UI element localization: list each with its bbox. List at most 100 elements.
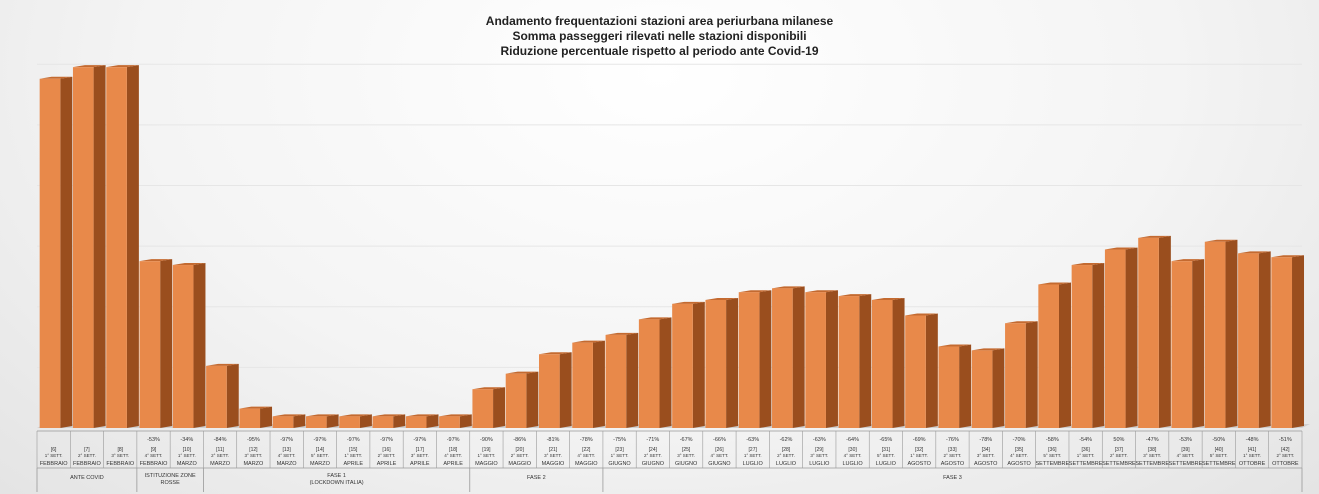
tick-label-pct: -48% — [1246, 437, 1259, 443]
tick-label-sett: 3° SETT. — [411, 453, 429, 458]
tick-label-month: LUGLIO — [876, 461, 897, 467]
tick-label-month: SETTEMBRE — [1102, 461, 1136, 467]
tick-label-month: SETTEMBRE — [1135, 461, 1169, 467]
bar-side — [459, 414, 472, 428]
tick-label-month: AGOSTO — [1007, 461, 1031, 467]
tick-label-sett: 3° SETT. — [544, 453, 562, 458]
tick-label-sett: 1° SETT. — [178, 453, 196, 458]
tick-label-month: AGOSTO — [974, 461, 998, 467]
tick-label-week: [27] — [749, 447, 758, 453]
phase-label: ISTITUZIONE ZONE — [145, 473, 196, 479]
tick-label-month: LUGLIO — [743, 461, 764, 467]
tick-label-sett: 4° SETT. — [1177, 453, 1195, 458]
tick-label-week: [30] — [848, 447, 857, 453]
bar-side — [559, 352, 572, 428]
tick-label-week: [36] — [1081, 447, 1090, 453]
bar — [738, 292, 760, 428]
bar — [938, 346, 960, 428]
tick-label-pct: -63% — [813, 437, 826, 443]
bar — [705, 299, 727, 428]
bar-top — [905, 313, 938, 316]
bar — [1138, 237, 1159, 428]
tick-label-week: [37] — [1115, 447, 1124, 453]
tick-label-week: [28] — [782, 447, 791, 453]
bar-top — [539, 352, 572, 355]
tick-label-month: SETTEMBRE — [1202, 461, 1236, 467]
tick-label-sett: 4° SETT. — [1010, 453, 1028, 458]
bar-side — [1158, 235, 1171, 428]
phase-label: FASE 1 — [327, 473, 346, 479]
bar-side — [592, 340, 605, 428]
bar — [272, 416, 294, 428]
tick-label-month: LUGLIO — [842, 461, 863, 467]
bar — [871, 299, 893, 428]
bar — [1271, 257, 1293, 428]
bar-top — [805, 290, 838, 293]
tick-label-pct: -95% — [247, 437, 260, 443]
bar-top — [472, 387, 506, 390]
bar-top — [139, 259, 173, 262]
bar-top — [772, 286, 805, 289]
tick-label-sett: 1° SETT. — [1077, 453, 1095, 458]
tick-label-month: APRILE — [377, 461, 397, 467]
bar — [638, 319, 660, 428]
bar-side — [1025, 321, 1038, 428]
bar — [572, 342, 593, 428]
tick-label-sett: 2° SETT. — [1276, 453, 1294, 458]
tick-label-week: [10] — [183, 447, 192, 453]
tick-label-month: GIUGNO — [642, 461, 665, 467]
tick-label-month: FEBBRAIO — [73, 461, 102, 467]
tick-label-pct: -65% — [879, 437, 892, 443]
bar-top — [339, 414, 372, 417]
bar — [305, 416, 327, 428]
chart-title: Andamento frequentazioni stazioni area p… — [0, 14, 1319, 59]
tick-label-sett: 1° SETT. — [611, 453, 629, 458]
tick-label-pct: -81% — [547, 437, 560, 443]
tick-label-sett: 1° SETT. — [910, 453, 928, 458]
bar — [805, 292, 826, 428]
tick-label-pct: -66% — [713, 437, 726, 443]
tick-label-sett: 2° SETT. — [644, 453, 662, 458]
tick-label-week: [16] — [382, 447, 391, 453]
tick-label-week: [31] — [882, 447, 891, 453]
tick-label-pct: 50% — [1113, 437, 1124, 443]
bar — [339, 416, 360, 428]
bar-top — [106, 65, 139, 68]
bar-side — [93, 65, 106, 428]
tick-label-week: [34] — [982, 447, 991, 453]
bar-top — [372, 414, 406, 417]
tick-label-sett: 5° SETT. — [311, 453, 329, 458]
bar — [1104, 249, 1126, 428]
bar — [206, 365, 227, 428]
tick-label-pct: -97% — [413, 437, 426, 443]
tick-label-week: [8] — [117, 447, 123, 453]
tick-label-month: SETTEMBRE — [1036, 461, 1070, 467]
tick-label-month: OTTOBRE — [1272, 461, 1299, 467]
bar-top — [605, 332, 639, 335]
bar-side — [726, 297, 739, 428]
bar — [372, 416, 394, 428]
tick-label-month: OTTOBRE — [1239, 461, 1266, 467]
bar — [1171, 261, 1193, 428]
tick-label-month: GIUGNO — [675, 461, 698, 467]
tick-label-month: MAGGIO — [475, 461, 498, 467]
tick-label-month: LUGLIO — [776, 461, 797, 467]
bar-side — [193, 263, 206, 428]
tick-label-month: MAGGIO — [542, 461, 565, 467]
bar — [405, 416, 427, 428]
tick-label-week: [35] — [1015, 447, 1024, 453]
tick-label-pct: -97% — [447, 437, 460, 443]
bar-top — [938, 344, 972, 347]
bar — [39, 78, 61, 429]
tick-label-sett: 3° SETT. — [977, 453, 995, 458]
tick-label-pct: -53% — [1179, 437, 1192, 443]
bar-top — [572, 340, 605, 343]
tick-label-sett: 1° SETT. — [1243, 453, 1261, 458]
tick-label-pct: -53% — [147, 437, 160, 443]
bar-top — [1238, 251, 1271, 254]
tick-label-month: MARZO — [210, 461, 231, 467]
tick-label-pct: -34% — [180, 437, 193, 443]
bar-side — [992, 348, 1005, 428]
bar-side — [959, 344, 972, 428]
